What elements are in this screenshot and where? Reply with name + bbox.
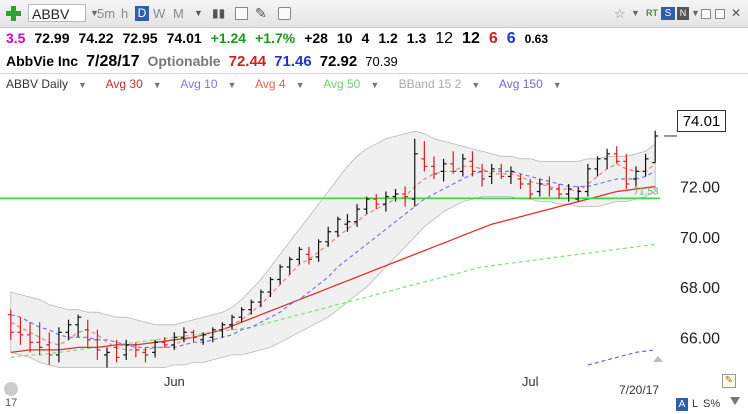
legend-avg30-label: Avg 30 <box>105 77 143 91</box>
stat-6: 12 <box>435 30 454 47</box>
symbol-input[interactable]: ABBV <box>28 4 86 22</box>
y-tick-label: 66.00 <box>680 330 720 347</box>
y-tick-label: 70.00 <box>680 230 720 247</box>
legend-avg50-label: Avg 50 <box>323 77 361 91</box>
s-badge[interactable]: S <box>661 7 675 20</box>
chart-end-marker <box>653 356 663 362</box>
avg4-line <box>10 163 656 351</box>
toolbar: ABBV ▼ 5m h D W M ▼ ▮▮ ✎ ☆ ▼ RT S N ▼ ✕ <box>0 0 748 28</box>
timeframe-5m[interactable]: 5m <box>97 6 116 21</box>
chevron-down-icon: ▼ <box>552 80 562 90</box>
auto-scale-button[interactable]: A <box>676 398 688 411</box>
stat-7: 12 <box>462 30 480 47</box>
x-tick-label: Jul <box>522 374 539 389</box>
bar-style-icon[interactable]: ▮▮ <box>212 6 226 20</box>
note-icon[interactable] <box>278 7 291 20</box>
legend-avg10-label: Avg 10 <box>180 77 218 91</box>
stat-8: 6 <box>488 30 498 47</box>
high-value: 74.22 <box>78 30 114 46</box>
quote-line: 3.5 72.99 74.22 72.95 74.01 +1.24 +1.7% +28 10 4 1… <box>6 30 557 48</box>
star-dropdown-icon[interactable]: ▼ <box>631 8 640 18</box>
chevron-down-icon: ▼ <box>227 80 237 90</box>
chevron-down-icon: ▼ <box>152 80 162 90</box>
divider <box>0 73 748 74</box>
info-value-1: 72.44 <box>228 53 267 70</box>
n-badge[interactable]: N <box>677 7 689 20</box>
stat-3: 4 <box>361 30 370 46</box>
badge-dropdown-icon[interactable]: ▼ <box>691 8 700 18</box>
x-tick-label: Jun <box>164 374 185 389</box>
legend-bband[interactable]: BBand 15 2 ▼ <box>399 77 489 91</box>
stat-10: 0.63 <box>524 32 549 46</box>
legend-avg30[interactable]: Avg 30 ▼ <box>106 77 170 91</box>
y-tick-label: 68.00 <box>680 280 720 297</box>
timeframe-hour[interactable]: h <box>121 6 129 21</box>
edit-icon[interactable]: ✎ <box>722 374 736 388</box>
favorite-star-icon[interactable]: ☆ <box>614 6 626 21</box>
chevron-down-icon: ▼ <box>471 80 481 90</box>
last-price-badge: 74.01 <box>677 110 726 132</box>
scroll-left-icon[interactable] <box>4 382 18 396</box>
legend-avg4[interactable]: Avg 4 ▼ <box>255 77 312 91</box>
avg30-line <box>10 185 656 354</box>
quote-date: 7/28/17 <box>86 53 140 70</box>
log-scale-button[interactable]: L <box>692 398 699 410</box>
grid-icon[interactable] <box>235 7 248 20</box>
bollinger-band <box>10 130 656 368</box>
legend-avg50[interactable]: Avg 50 ▼ <box>323 77 387 91</box>
draw-pencil-icon[interactable]: ✎ <box>255 5 267 21</box>
restore-window-icon[interactable] <box>701 9 711 19</box>
info-value-3: 72.92 <box>319 53 358 70</box>
chevron-down-icon: ▼ <box>78 80 87 90</box>
y-tick-label: 72.00 <box>680 179 720 196</box>
add-symbol-icon[interactable] <box>6 6 21 21</box>
level-line-label: 71.53 <box>633 186 658 197</box>
optionable-label: Optionable <box>147 53 221 69</box>
rank-value: 3.5 <box>6 30 26 46</box>
company-name: AbbVie Inc <box>6 53 79 69</box>
chart-legend: ABBV Daily ▼ Avg 30 ▼ Avg 10 ▼ Avg 4 ▼ Avg 5… <box>6 77 578 91</box>
stat-4: 1.2 <box>378 30 398 46</box>
scale-dropdown-icon[interactable] <box>730 397 740 405</box>
legend-avg150-label: Avg 150 <box>498 77 543 91</box>
symbol-dropdown-icon[interactable]: ▼ <box>90 8 99 18</box>
percent-scale-button[interactable]: S% <box>703 398 721 410</box>
close-icon[interactable]: ✕ <box>731 6 742 20</box>
avg10-line <box>10 170 656 348</box>
info-value-2: 71.46 <box>274 53 312 70</box>
timeframe-daily[interactable]: D <box>135 6 149 21</box>
info-value-4: 70.39 <box>365 54 398 69</box>
legend-daily-label: ABBV Daily <box>6 77 69 91</box>
stat-9: 6 <box>506 30 516 47</box>
legend-avg150[interactable]: Avg 150 ▼ <box>499 77 570 91</box>
year-mark: 17 <box>5 397 18 409</box>
legend-avg10[interactable]: Avg 10 ▼ <box>180 77 244 91</box>
stat-5: 1.3 <box>406 30 427 46</box>
close-value: 74.01 <box>166 30 202 46</box>
stat-2: 10 <box>336 30 353 46</box>
timeframe-monthly[interactable]: M <box>173 6 184 21</box>
change-percent: +1.7% <box>255 30 296 46</box>
low-value: 72.95 <box>122 30 158 46</box>
avg150-line <box>587 349 656 366</box>
cursor-date: 7/20/17 <box>619 383 660 397</box>
stat-1: +28 <box>304 30 328 46</box>
timeframe-weekly[interactable]: W <box>153 6 166 21</box>
info-line: AbbVie Inc 7/28/17 Optionable 72.44 71.46 72.… <box>6 53 406 71</box>
legend-bband-label: BBand 15 2 <box>398 77 462 91</box>
realtime-badge[interactable]: RT <box>646 8 658 18</box>
legend-daily[interactable]: ABBV Daily ▼ <box>6 77 95 91</box>
maximize-window-icon[interactable] <box>715 9 725 19</box>
open-value: 72.99 <box>34 30 70 46</box>
chevron-down-icon: ▼ <box>295 80 305 90</box>
change-value: +1.24 <box>210 30 247 46</box>
timeframe-dropdown-icon[interactable]: ▼ <box>194 8 203 18</box>
legend-avg4-label: Avg 4 <box>255 77 286 91</box>
chevron-down-icon: ▼ <box>370 80 380 90</box>
